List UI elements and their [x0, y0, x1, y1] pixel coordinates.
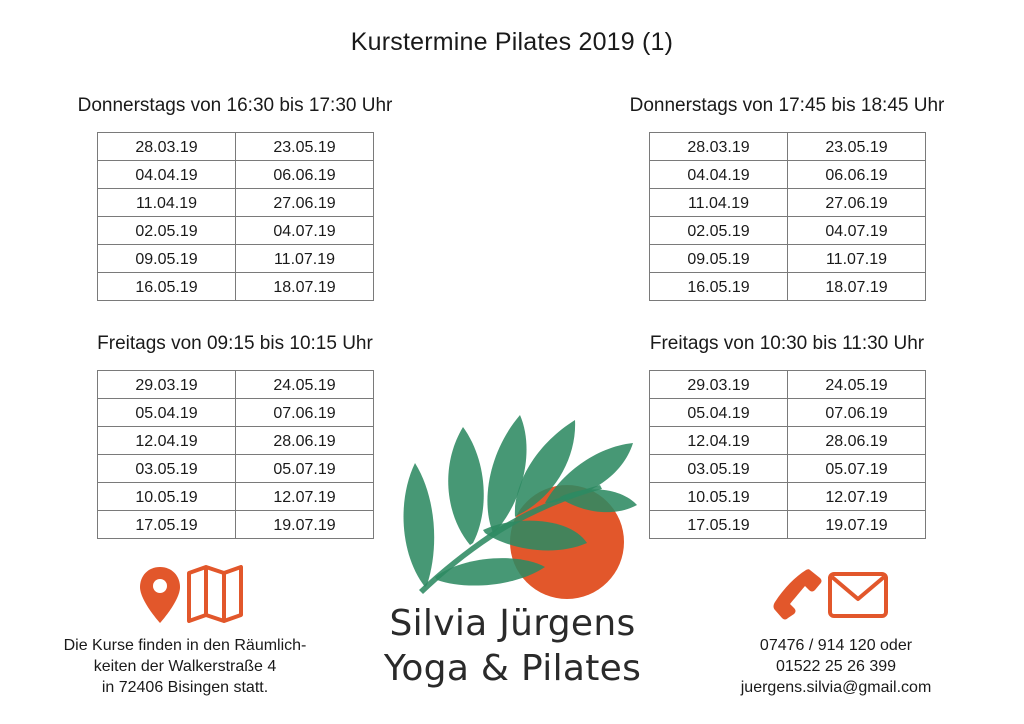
location-line: keiten der Walkerstraße 4	[93, 658, 277, 675]
brand-logo	[395, 405, 640, 605]
date-cell: 07.06.19	[787, 398, 926, 427]
date-cell: 07.06.19	[235, 398, 374, 427]
date-cell: 10.05.19	[97, 482, 236, 511]
contact-info: 07476 / 914 120 oder 01522 25 26 399 jue…	[668, 635, 1004, 698]
table-row: 11.04.19 27.06.19	[97, 188, 374, 217]
date-cell: 29.03.19	[649, 370, 788, 399]
table-row: 03.05.19 05.07.19	[97, 454, 374, 483]
date-cell: 11.07.19	[787, 244, 926, 273]
date-cell: 03.05.19	[649, 454, 788, 483]
date-cell: 19.07.19	[235, 510, 374, 539]
phone-icon	[773, 569, 822, 620]
table-row: 29.03.19 24.05.19	[97, 370, 374, 399]
envelope-icon	[828, 572, 888, 618]
date-cell: 02.05.19	[649, 216, 788, 245]
table-row: 04.04.19 06.06.19	[649, 160, 926, 189]
date-cell: 05.07.19	[787, 454, 926, 483]
leaf-sun-logo-icon	[403, 415, 637, 599]
dates-table-friday-late: 29.03.19 24.05.19 05.04.19 07.06.19 12.04.…	[649, 370, 926, 539]
date-cell: 04.04.19	[97, 160, 236, 189]
date-cell: 28.03.19	[97, 132, 236, 161]
mobile-number: 01522 25 26 399	[775, 658, 897, 675]
date-cell: 02.05.19	[97, 216, 236, 245]
table-row: 03.05.19 05.07.19	[649, 454, 926, 483]
date-cell: 28.03.19	[649, 132, 788, 161]
date-cell: 05.04.19	[97, 398, 236, 427]
date-cell: 16.05.19	[97, 272, 236, 301]
date-cell: 17.05.19	[649, 510, 788, 539]
table-row: 28.03.19 23.05.19	[649, 132, 926, 161]
block-heading-friday-early: Freitags von 09:15 bis 10:15 Uhr	[97, 333, 373, 354]
table-row: 09.05.19 11.07.19	[649, 244, 926, 273]
location-line: in 72406 Bisingen statt.	[101, 679, 269, 696]
date-cell: 03.05.19	[97, 454, 236, 483]
table-row: 05.04.19 07.06.19	[649, 398, 926, 427]
brand-name: Silvia Jürgens	[389, 603, 636, 644]
date-cell: 10.05.19	[649, 482, 788, 511]
table-row: 17.05.19 19.07.19	[97, 510, 374, 539]
table-row: 16.05.19 18.07.19	[97, 272, 374, 301]
table-row: 11.04.19 27.06.19	[649, 188, 926, 217]
date-cell: 12.07.19	[787, 482, 926, 511]
table-row: 05.04.19 07.06.19	[97, 398, 374, 427]
brand-tagline: Yoga & Pilates	[383, 648, 642, 689]
date-cell: 28.06.19	[235, 426, 374, 455]
table-row: 29.03.19 24.05.19	[649, 370, 926, 399]
date-cell: 12.07.19	[235, 482, 374, 511]
dates-table-friday-early: 29.03.19 24.05.19 05.04.19 07.06.19 12.04.…	[97, 370, 374, 539]
date-cell: 04.07.19	[235, 216, 374, 245]
page-title: Kurstermine Pilates 2019 (1)	[350, 28, 674, 56]
phone-number: 07476 / 914 120 oder	[759, 637, 913, 654]
date-cell: 06.06.19	[235, 160, 374, 189]
table-row: 10.05.19 12.07.19	[649, 482, 926, 511]
date-cell: 09.05.19	[97, 244, 236, 273]
block-heading-friday-late: Freitags von 10:30 bis 11:30 Uhr	[649, 333, 925, 354]
table-row: 12.04.19 28.06.19	[97, 426, 374, 455]
date-cell: 12.04.19	[649, 426, 788, 455]
table-row: 16.05.19 18.07.19	[649, 272, 926, 301]
date-cell: 23.05.19	[235, 132, 374, 161]
table-row: 17.05.19 19.07.19	[649, 510, 926, 539]
date-cell: 28.06.19	[787, 426, 926, 455]
block-heading-thursday-early: Donnerstags von 16:30 bis 17:30 Uhr	[77, 95, 393, 116]
date-cell: 11.04.19	[97, 188, 236, 217]
date-cell: 04.04.19	[649, 160, 788, 189]
date-cell: 27.06.19	[787, 188, 926, 217]
table-row: 02.05.19 04.07.19	[97, 216, 374, 245]
table-row: 04.04.19 06.06.19	[97, 160, 374, 189]
dates-table-thursday-late: 28.03.19 23.05.19 04.04.19 06.06.19 11.04.…	[649, 132, 926, 301]
date-cell: 23.05.19	[787, 132, 926, 161]
date-cell: 09.05.19	[649, 244, 788, 273]
table-row: 12.04.19 28.06.19	[649, 426, 926, 455]
date-cell: 29.03.19	[97, 370, 236, 399]
date-cell: 04.07.19	[787, 216, 926, 245]
date-cell: 24.05.19	[787, 370, 926, 399]
date-cell: 06.06.19	[787, 160, 926, 189]
date-cell: 12.04.19	[97, 426, 236, 455]
date-cell: 05.07.19	[235, 454, 374, 483]
map-icon	[187, 565, 243, 623]
date-cell: 05.04.19	[649, 398, 788, 427]
table-row: 28.03.19 23.05.19	[97, 132, 374, 161]
location-line: Die Kurse finden in den Räumlich-	[63, 637, 307, 654]
date-cell: 16.05.19	[649, 272, 788, 301]
date-cell: 27.06.19	[235, 188, 374, 217]
dates-table-thursday-early: 28.03.19 23.05.19 04.04.19 06.06.19 11.04.…	[97, 132, 374, 301]
date-cell: 24.05.19	[235, 370, 374, 399]
date-cell: 11.04.19	[649, 188, 788, 217]
table-row: 10.05.19 12.07.19	[97, 482, 374, 511]
date-cell: 18.07.19	[235, 272, 374, 301]
map-pin-icon	[140, 567, 180, 623]
date-cell: 17.05.19	[97, 510, 236, 539]
date-cell: 11.07.19	[235, 244, 374, 273]
table-row: 02.05.19 04.07.19	[649, 216, 926, 245]
block-heading-thursday-late: Donnerstags von 17:45 bis 18:45 Uhr	[629, 95, 945, 116]
date-cell: 19.07.19	[787, 510, 926, 539]
email-address: juergens.silvia@gmail.com	[740, 679, 932, 696]
date-cell: 18.07.19	[787, 272, 926, 301]
location-info: Die Kurse finden in den Räumlich- keiten…	[30, 635, 340, 698]
table-row: 09.05.19 11.07.19	[97, 244, 374, 273]
